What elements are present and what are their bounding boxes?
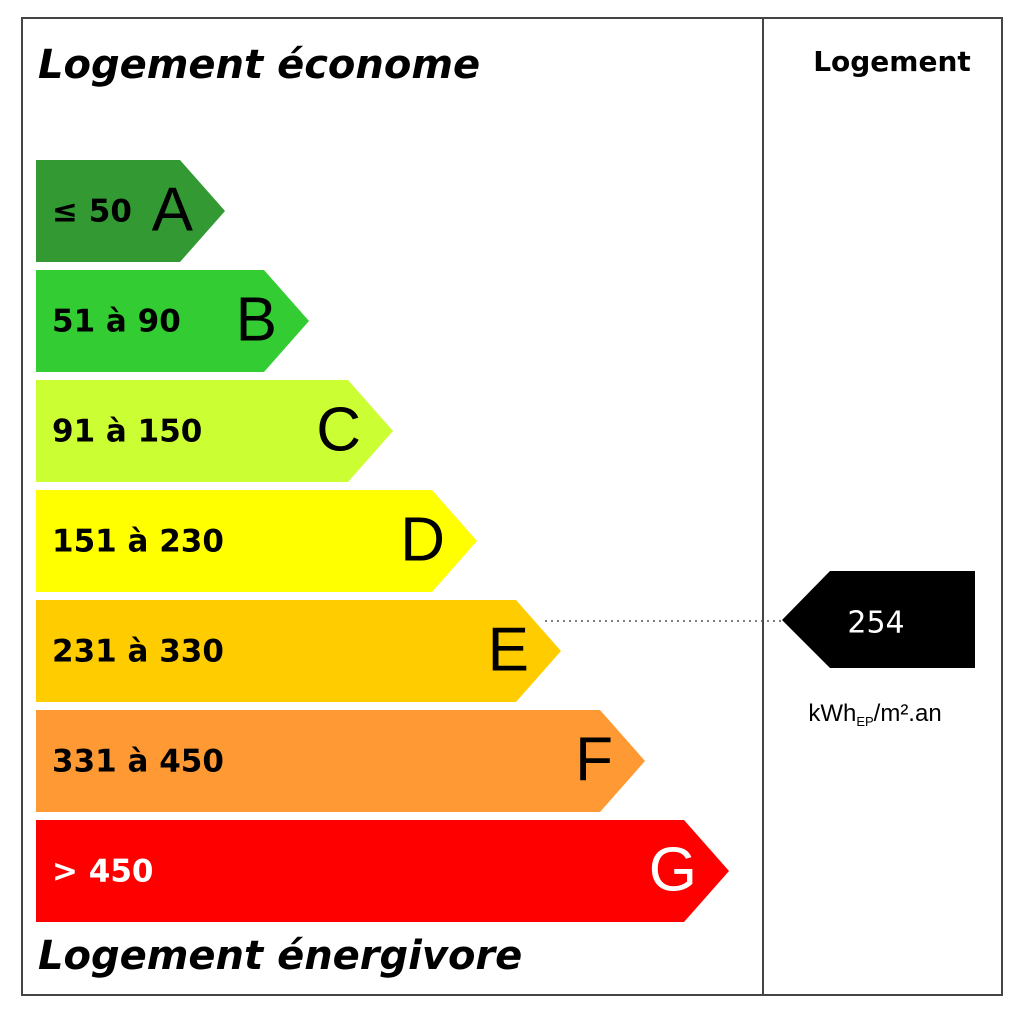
class-letter: E — [488, 615, 529, 684]
column-title: Logement — [813, 45, 971, 78]
class-arrow — [36, 600, 561, 702]
class-range: 151 à 230 — [52, 524, 224, 560]
class-arrow — [36, 820, 729, 922]
frame — [21, 17, 1003, 996]
unit: kWhEP/m².an — [808, 700, 941, 729]
value-arrow — [782, 571, 975, 668]
value: 254 — [847, 606, 904, 641]
unit-main: kWh — [808, 700, 856, 727]
class-arrow — [36, 710, 645, 812]
class-range: > 450 — [52, 854, 153, 890]
unit-rest: /m².an — [874, 700, 942, 727]
bottom-label: Logement énergivore — [38, 933, 522, 979]
class-letter: D — [400, 505, 445, 574]
class-range: 231 à 330 — [52, 634, 224, 670]
class-letter: B — [236, 285, 277, 354]
class-arrow — [36, 380, 393, 482]
class-range: 91 à 150 — [52, 414, 202, 450]
class-letter: A — [152, 175, 194, 244]
class-arrow — [36, 160, 225, 262]
unit-sub: EP — [856, 714, 873, 729]
class-range: ≤ 50 — [52, 194, 132, 230]
class-letter: C — [316, 395, 361, 464]
class-arrow — [36, 490, 477, 592]
class-range: 51 à 90 — [52, 304, 181, 340]
class-letter: F — [575, 725, 613, 794]
top-label: Logement économe — [38, 42, 480, 88]
class-letter: G — [649, 835, 697, 904]
class-arrow — [36, 270, 309, 372]
class-range: 331 à 450 — [52, 744, 224, 780]
